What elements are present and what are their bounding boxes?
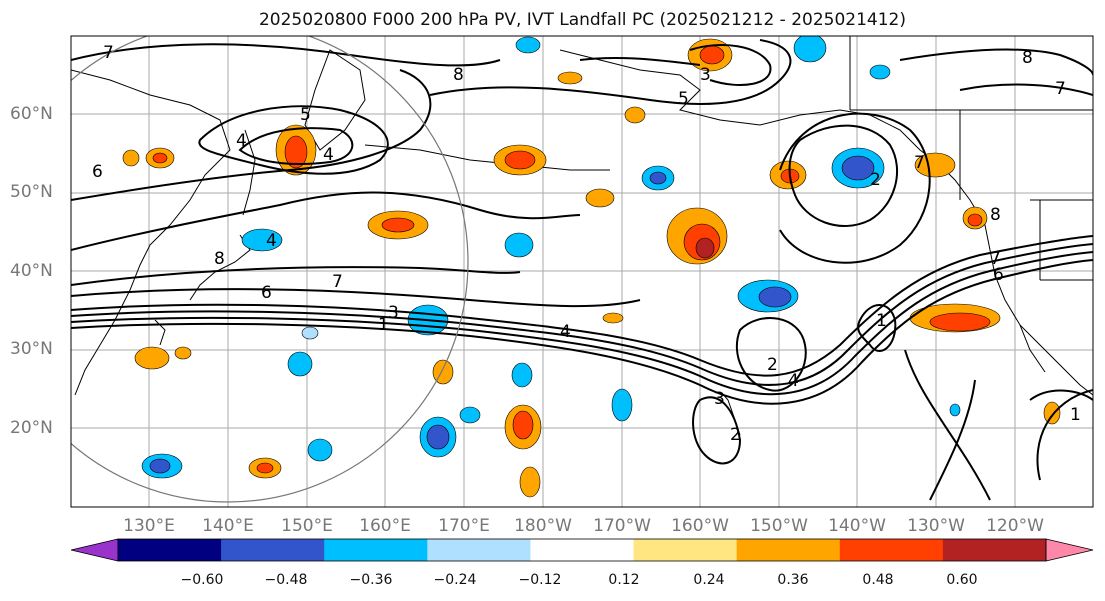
map-border [70, 35, 1094, 508]
contour-label: 6 [993, 265, 1004, 285]
lon-label: 150°E [281, 516, 333, 536]
lon-label: 140°E [202, 516, 254, 536]
colorbar-tick: −0.48 [264, 572, 308, 588]
contour-label: 5 [300, 105, 311, 125]
colorbar-bin [324, 539, 428, 561]
contour-label: 4 [236, 131, 247, 151]
colorbar-tick: 0.24 [693, 572, 725, 588]
colorbar-tick: −0.24 [433, 572, 477, 588]
contour-label: 3 [714, 389, 725, 409]
contour-label: 7 [990, 249, 1001, 269]
lat-label: 40°N [10, 261, 53, 281]
contour-label: 1 [378, 315, 389, 335]
lon-label: 140°W [828, 516, 886, 536]
contour-label: 8 [214, 249, 225, 269]
contour-label: 2 [730, 425, 741, 445]
lon-label: 120°W [986, 516, 1044, 536]
colorbar-bin [427, 539, 531, 561]
lon-label: 180°W [514, 516, 572, 536]
contour-labels: 7 8 5 4 6 4 4 8 7 6 3 1 4 3 5 8 7 8 2 7 … [92, 43, 1081, 445]
lon-label: 170°W [593, 516, 651, 536]
contour-label: 4 [323, 145, 334, 165]
lat-label: 50°N [10, 182, 53, 202]
contour-label: 2 [767, 355, 778, 375]
lat-label: 30°N [10, 339, 53, 359]
colorbar-bins [118, 539, 1047, 561]
colorbar-extend-low [70, 538, 119, 562]
lat-label: 20°N [10, 418, 53, 438]
colorbar-bin [118, 539, 222, 561]
contour-label: 1 [876, 311, 887, 331]
contour-label: 5 [678, 89, 689, 109]
contour-label: 4 [788, 371, 799, 391]
colorbar-bin [633, 539, 738, 561]
contour-label: 4 [266, 231, 277, 251]
contour-label: 3 [388, 303, 399, 323]
contour-label: 2 [870, 170, 881, 190]
lon-label: 130°E [123, 516, 175, 536]
colorbar-tick: 0.48 [862, 572, 894, 588]
colorbar-tick: −0.60 [180, 572, 224, 588]
lon-label: 160°E [359, 516, 411, 536]
lon-label: 160°W [671, 516, 729, 536]
contour-label: 3 [700, 65, 711, 85]
contour-label: 7 [914, 153, 925, 173]
colorbar-tick: 0.60 [946, 572, 978, 588]
colorbar-bin [839, 539, 944, 561]
pv-contours [71, 39, 1093, 501]
contour-label: 1 [1070, 405, 1081, 425]
colorbar-bin [942, 539, 1047, 561]
colorbar-bin [221, 539, 325, 561]
map-title: 2025020800 F000 200 hPa PV, IVT Landfall… [258, 10, 906, 30]
colorbar-bin [530, 539, 635, 561]
landfall-circle [71, 36, 469, 503]
contour-label: 7 [332, 272, 343, 292]
contour-label: 6 [92, 162, 103, 182]
colorbar-tick: 0.12 [608, 572, 640, 588]
contour-label: 8 [453, 65, 464, 85]
contour-label: 8 [990, 205, 1001, 225]
lon-label: 150°W [750, 516, 808, 536]
contour-label: 6 [261, 283, 272, 303]
colorbar [70, 538, 1094, 562]
lon-label: 170°E [438, 516, 490, 536]
contour-label: 7 [1055, 79, 1066, 99]
colorbar-extend-high [1045, 538, 1094, 562]
colorbar-tick: 0.36 [777, 572, 809, 588]
lat-label: 60°N [10, 104, 53, 124]
contour-label: 4 [560, 322, 571, 342]
colorbar-bin [736, 539, 841, 561]
contour-label: 8 [1022, 48, 1033, 68]
pv-shading [122, 36, 1061, 498]
colorbar-tick: −0.12 [518, 572, 562, 588]
contour-label: 7 [103, 43, 114, 63]
lon-label: 130°W [907, 516, 965, 536]
colorbar-tick: −0.36 [349, 572, 393, 588]
